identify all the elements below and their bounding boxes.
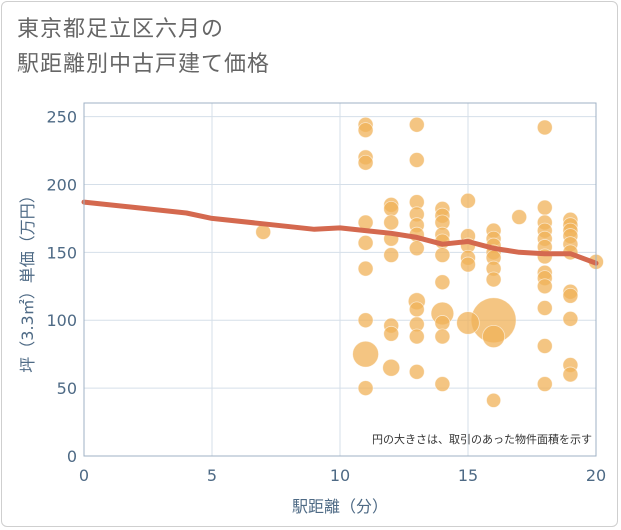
bubble-point (357, 122, 374, 139)
bubble-point (434, 328, 451, 345)
bubble-point (408, 363, 425, 380)
bubble-point (357, 312, 374, 329)
size-annotation: 円の大きさは、取引のあった物件面積を示す (372, 432, 592, 446)
bubble-point (434, 315, 451, 331)
y-tick-labels: 0 50 100 150 200 250 (46, 108, 77, 466)
plot-border (83, 102, 597, 457)
bubble-point (357, 380, 374, 397)
bubble-point (434, 247, 451, 263)
y-tick-label: 100 (46, 311, 77, 330)
x-tick-label: 5 (207, 466, 217, 485)
y-tick-label: 50 (57, 379, 77, 398)
bubble-point (536, 199, 553, 216)
bubble-point (383, 214, 400, 231)
bubble-point (562, 287, 579, 304)
y-tick-label: 150 (46, 243, 77, 262)
x-tick-label: 20 (586, 466, 606, 485)
bubble-point (408, 301, 425, 318)
bubble-point (383, 325, 400, 342)
bubble-point (562, 310, 579, 327)
chart-title: 東京都足立区六月の 駅距離別中古戸建て価格 (17, 12, 577, 82)
y-tick-label: 250 (46, 108, 77, 127)
y-axis-label: 坪（3.3㎡）単価（万円） (18, 187, 37, 372)
trend-line (81, 199, 599, 266)
bubble-point (408, 328, 425, 345)
bubble-point (434, 274, 451, 291)
bubble-point (382, 358, 401, 377)
bubble-point (357, 260, 374, 277)
bubble-point (536, 119, 553, 136)
bubble-point (408, 240, 425, 257)
y-tick-label: 200 (46, 175, 77, 194)
chart-title-line1: 東京都足立区六月の (17, 17, 225, 42)
bubble-point (408, 152, 425, 168)
y-tick-label: 0 (67, 447, 77, 466)
x-tick-label: 0 (79, 466, 89, 485)
x-tick-labels: 0 5 10 15 20 (79, 466, 606, 485)
bubble-point (357, 154, 374, 171)
bubble-point (383, 247, 400, 263)
bubble-point (460, 192, 476, 209)
bubble-point (536, 278, 553, 295)
bubble-point (536, 300, 553, 316)
x-tick-label: 15 (458, 466, 478, 485)
bubble-point (352, 340, 379, 368)
bubble-point (562, 366, 579, 383)
bubble-point (511, 209, 528, 225)
bubble-point (460, 256, 476, 273)
x-axis-label: 駅距離（分） (292, 497, 388, 516)
bubble-point (434, 376, 451, 392)
bubble-point (482, 324, 506, 349)
bubble-point (536, 338, 553, 354)
bubble-point (456, 311, 480, 335)
x-tick-label: 10 (330, 466, 350, 485)
chart-title-line2: 駅距離別中古戸建て価格 (17, 52, 271, 77)
bubble-point (485, 271, 502, 288)
bubble-point (536, 376, 553, 392)
bubble-point (486, 392, 502, 408)
bubble-point (357, 234, 374, 251)
bubble-layer (255, 116, 604, 408)
bubble-point (383, 200, 400, 217)
grid-lines (83, 103, 597, 457)
bubble-point (408, 116, 425, 133)
